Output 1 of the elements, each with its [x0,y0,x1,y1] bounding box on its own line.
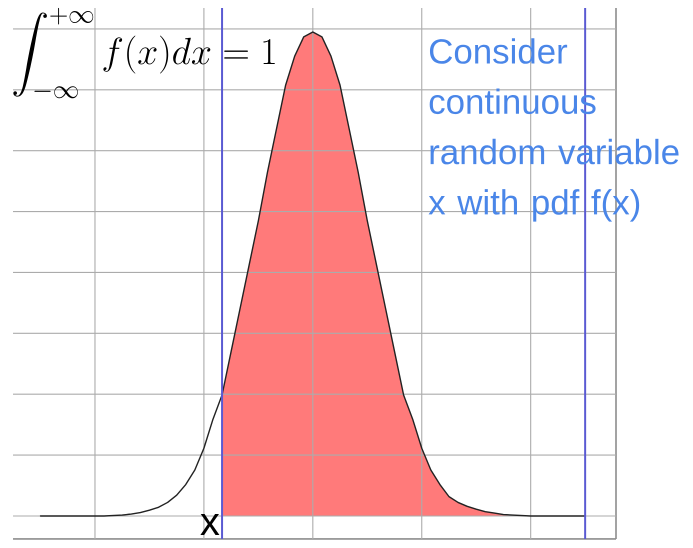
annotation: x [200,514,220,535]
